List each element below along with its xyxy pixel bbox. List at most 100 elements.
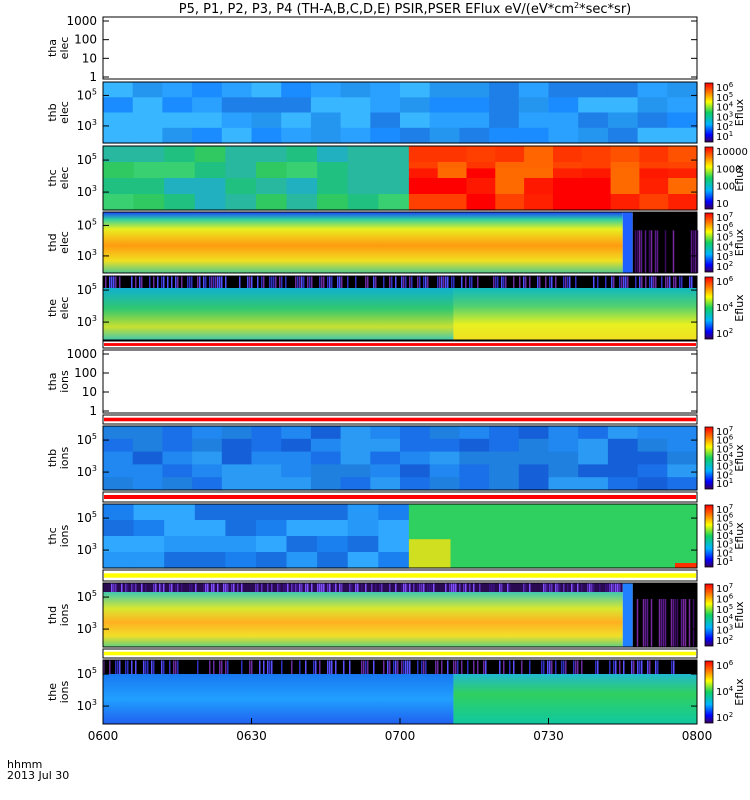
time-tick-label: 0700 bbox=[385, 729, 416, 743]
colorbar-tick-label: 106 bbox=[716, 221, 734, 234]
y-tick-label: 105 bbox=[77, 510, 97, 525]
time-tick-label: 0730 bbox=[533, 729, 564, 743]
y-tick-label: 1000 bbox=[66, 14, 97, 28]
colorbar-tick-label: 105 bbox=[716, 520, 733, 533]
y-tick-label: 1 bbox=[89, 70, 97, 84]
colorbar-tick-label: 103 bbox=[716, 460, 733, 473]
separator-stripe bbox=[102, 491, 698, 503]
separator-stripe bbox=[102, 340, 698, 349]
colorbar-tick-label: 105 bbox=[716, 231, 733, 244]
colorbar-tick-label: 10000 bbox=[716, 147, 748, 158]
panel-label: theelec bbox=[46, 297, 71, 320]
colorbar-thc-elec: 10000 1000 100 10 Eflux bbox=[704, 146, 748, 210]
colorbar-tick-label: 106 bbox=[716, 659, 734, 672]
separator-stripe bbox=[102, 414, 698, 425]
y-tick-label: 105 bbox=[77, 432, 97, 447]
colorbar-title: Eflux bbox=[733, 98, 746, 126]
colorbar-tick-label: 102 bbox=[716, 327, 733, 340]
colorbar-tick-label: 105 bbox=[716, 91, 733, 104]
colorbar-tick-label: 104 bbox=[716, 685, 734, 698]
time-tick-label: 0800 bbox=[682, 729, 713, 743]
colorbar-tick-label: 10 bbox=[716, 199, 729, 210]
time-tick-label: 0630 bbox=[236, 729, 267, 743]
y-tick-label: 105 bbox=[77, 87, 97, 102]
panel-label: thbions bbox=[46, 446, 71, 469]
separator-stripe bbox=[102, 569, 698, 582]
colorbar-tick-label: 107 bbox=[716, 425, 733, 438]
colorbar-title: Eflux bbox=[733, 228, 746, 256]
panel-label: thcelec bbox=[46, 167, 71, 190]
colorbar-tick-label: 107 bbox=[716, 211, 733, 224]
y-tick-label: 103 bbox=[77, 542, 97, 557]
panel-label: thbelec bbox=[46, 101, 71, 124]
panel-tha-elec: 1000 100 10 1 thaelec bbox=[46, 14, 698, 84]
panel-label: thaions bbox=[46, 370, 71, 393]
y-tick-label: 100 bbox=[74, 33, 97, 47]
panel-label: thdelec bbox=[46, 231, 71, 254]
panel-label: thdions bbox=[46, 603, 71, 626]
y-tick-label: 10 bbox=[82, 385, 97, 399]
time-tick-label: 0600 bbox=[88, 729, 119, 743]
y-tick-label: 105 bbox=[77, 217, 97, 232]
colorbar-title: Eflux bbox=[733, 678, 746, 706]
colorbar-tick-label: 104 bbox=[716, 101, 734, 114]
y-tick-label: 103 bbox=[77, 464, 97, 479]
colorbar-tick-label: 104 bbox=[716, 613, 734, 626]
y-tick-label: 105 bbox=[77, 589, 97, 604]
colorbar-tick-label: 106 bbox=[716, 81, 734, 94]
panel-label: theions bbox=[46, 680, 71, 703]
separator-stripe bbox=[102, 648, 698, 659]
colorbar-tick-label: 107 bbox=[716, 503, 733, 516]
colorbar-title: Eflux bbox=[733, 444, 746, 472]
colorbar-tick-label: 1000 bbox=[716, 164, 741, 175]
y-tick-label: 103 bbox=[77, 118, 97, 133]
colorbar-tick-label: 100 bbox=[716, 182, 735, 193]
y-tick-label: 1 bbox=[89, 404, 97, 418]
colorbar-tick-label: 105 bbox=[716, 442, 733, 455]
colorbar-tick-label: 104 bbox=[716, 451, 734, 464]
panel-label: thaelec bbox=[46, 37, 71, 60]
colorbar-tick-label: 102 bbox=[716, 120, 733, 133]
y-tick-label: 103 bbox=[77, 248, 97, 263]
colorbar-tick-label: 103 bbox=[716, 250, 733, 263]
y-tick-label: 103 bbox=[77, 698, 97, 713]
figure-title: P5, P1, P2, P3, P4 (TH-A,B,C,D,E) PSIR,P… bbox=[179, 1, 631, 17]
y-tick-label: 103 bbox=[77, 621, 97, 636]
colorbar-tick-label: 103 bbox=[716, 624, 733, 637]
time-label-hhmm: hhmm bbox=[7, 758, 42, 771]
y-tick-label: 105 bbox=[77, 282, 97, 297]
colorbar-tick-label: 102 bbox=[716, 634, 733, 647]
colorbar-tick-label: 104 bbox=[716, 301, 734, 314]
colorbar-tick-label: 101 bbox=[716, 555, 733, 568]
colorbar-tick-label: 103 bbox=[716, 538, 733, 551]
colorbar-tick-label: 106 bbox=[716, 512, 734, 525]
y-tick-label: 103 bbox=[77, 314, 97, 329]
colorbar-title: Eflux bbox=[733, 164, 746, 192]
panel-thc-elec: 105 103 thcelec 10000 1000 100 10 Eflux bbox=[46, 145, 748, 211]
colorbar-tick-label: 104 bbox=[716, 240, 734, 253]
colorbar-tick-label: 107 bbox=[716, 582, 733, 595]
y-tick-label: 1000 bbox=[66, 347, 97, 361]
y-tick-label: 103 bbox=[77, 184, 97, 199]
colorbar-title: Eflux bbox=[733, 294, 746, 322]
colorbar-tick-label: 101 bbox=[716, 477, 733, 490]
colorbar-tick-label: 106 bbox=[716, 592, 734, 605]
colorbar-tick-label: 101 bbox=[716, 130, 733, 143]
y-tick-label: 10 bbox=[82, 51, 97, 65]
panel-label: thcions bbox=[46, 524, 71, 547]
colorbar-tick-label: 106 bbox=[716, 275, 734, 288]
